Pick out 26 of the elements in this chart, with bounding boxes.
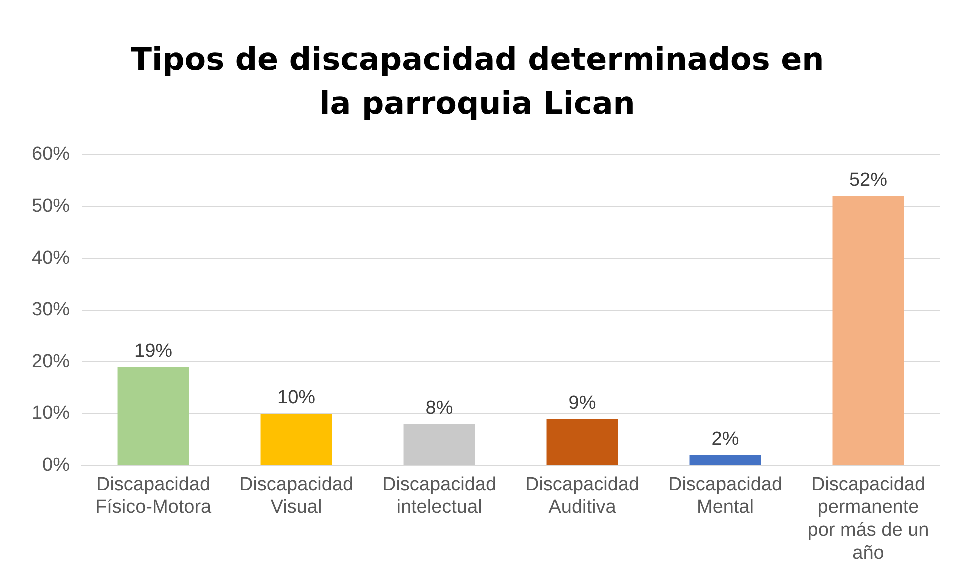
bar xyxy=(260,414,332,466)
y-tick-label: 50% xyxy=(32,196,70,218)
data-label: 8% xyxy=(426,398,454,420)
data-label: 2% xyxy=(712,429,740,450)
y-tick-label: 40% xyxy=(32,248,70,269)
y-tick-label: 60% xyxy=(32,144,70,166)
bar xyxy=(546,419,618,466)
bar xyxy=(118,367,190,466)
y-tick-label: 20% xyxy=(32,351,70,372)
chart-title: Tipos de discapacidad determinados en la parroquia Lican xyxy=(130,41,826,124)
x-tick-label: Discapacidad permanente por más de un año xyxy=(808,474,930,564)
data-label: 52% xyxy=(849,170,888,192)
y-tick-label: 0% xyxy=(42,455,70,476)
x-tick-label: Discapacidad Mental xyxy=(668,474,783,518)
x-tick-label: Discapacidad Físico-Motora xyxy=(95,474,212,518)
data-label: 10% xyxy=(278,388,316,409)
bar xyxy=(690,455,762,466)
bar xyxy=(404,424,476,466)
bar xyxy=(832,196,904,466)
data-label: 9% xyxy=(568,392,596,414)
y-tick-label: 30% xyxy=(32,300,70,321)
x-tick-label: Discapacidad Visual xyxy=(239,474,354,518)
data-label: 19% xyxy=(134,341,173,362)
y-tick-label: 10% xyxy=(32,403,70,424)
x-tick-label: Discapacidad Auditiva xyxy=(525,474,640,518)
x-tick-label: Discapacidad intelectual xyxy=(382,474,497,518)
